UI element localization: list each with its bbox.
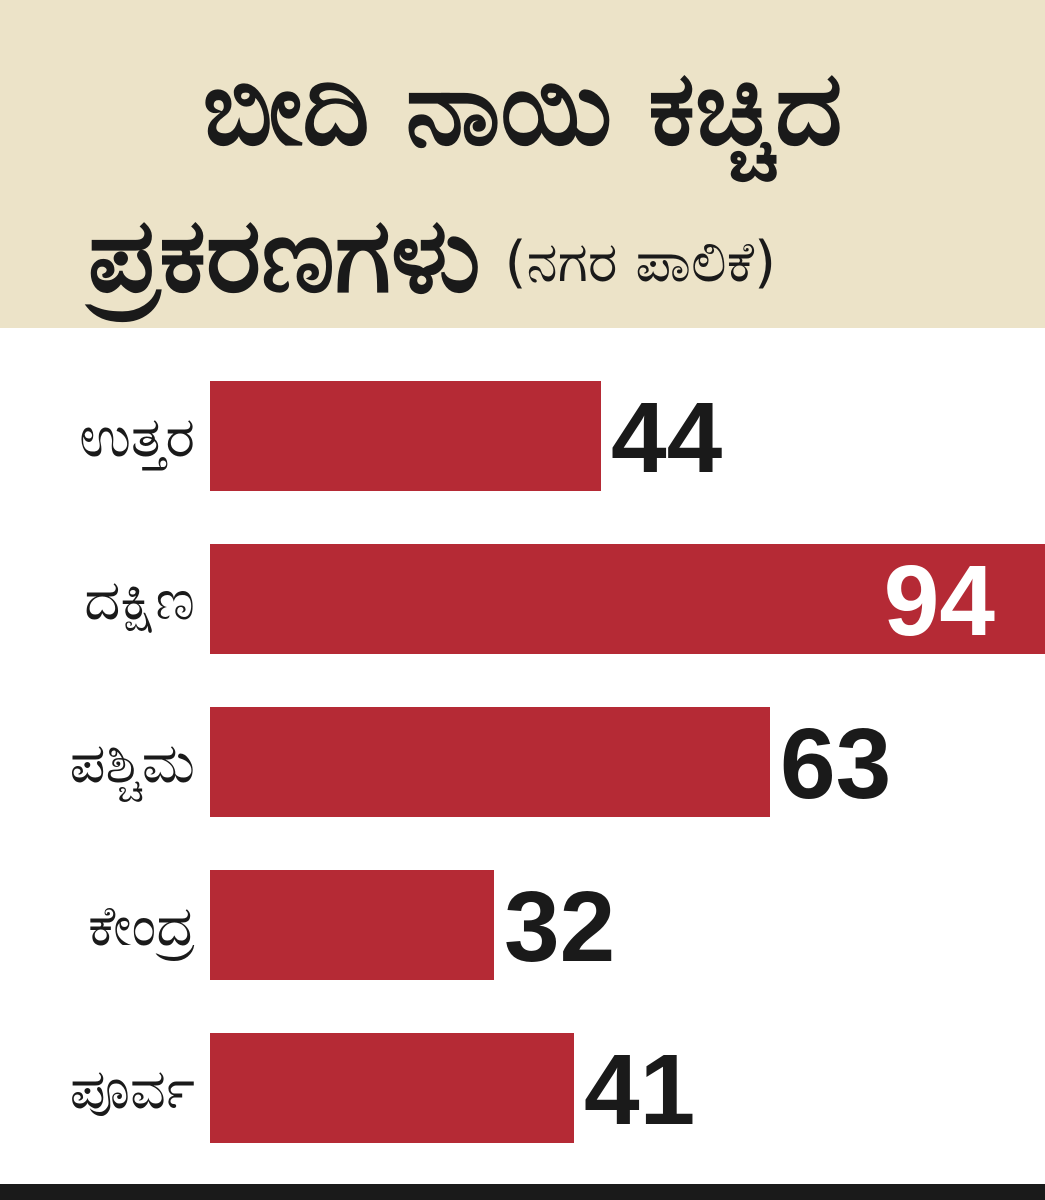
value-label-1: 44 [611,382,723,494]
chart-title-word: ಪ್ರಕರಣಗಳು [88,194,481,316]
bar-2 [210,544,1045,654]
category-label-5: ಪೂರ್ವ [70,1057,195,1122]
value-label-3: 63 [780,708,891,820]
bar-5 [210,1033,574,1143]
value-label-2: 94 [884,545,996,657]
bottom-rule [0,1184,1045,1200]
category-label-3: ಪಶ್ಚಿಮ [70,731,195,802]
category-label-1: ಉತ್ತರ [79,405,195,471]
bar-1 [210,381,601,491]
category-label-2: ದಕ್ಷಿಣ [84,568,195,633]
value-label-4: 32 [504,871,615,983]
category-label-4: ಕೇಂದ್ರ [88,894,195,961]
bar-3 [210,707,770,817]
chart-header: ಬೀದಿ ನಾಯಿ ಕಚ್ಚಿದ ಪ್ರಕರಣಗಳು (ನಗರ ಪಾಲಿಕೆ) [0,0,1045,328]
chart-title-line-1: ಬೀದಿ ನಾಯಿ ಕಚ್ಚಿದ [202,47,843,169]
bar-chart: ಉತ್ತರ 44 ದಕ್ಷಿಣ 94 ಪಶ್ಚಿಮ 63 ಕೇಂದ್ರ 32 ಪೂರ್ವ 41 [70,381,1045,1146]
value-label-5: 41 [584,1034,695,1146]
bar-4 [210,870,494,980]
chart-subtitle: (ನಗರ ಪಾಲಿಕೆ) [504,230,776,295]
chart-title-line-2: ಪ್ರಕರಣಗಳು (ನಗರ ಪಾಲಿಕೆ) [88,190,776,328]
